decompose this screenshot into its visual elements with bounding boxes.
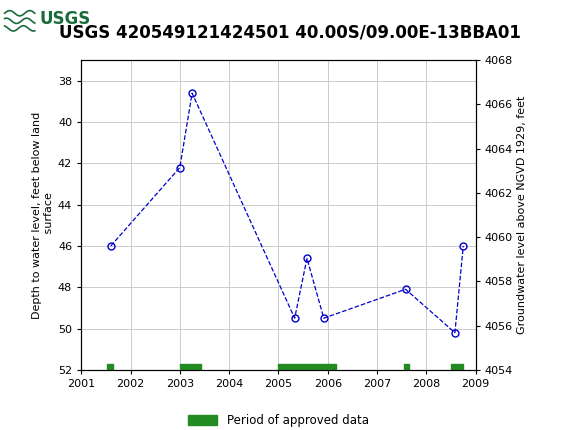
FancyBboxPatch shape: [3, 3, 70, 35]
Text: USGS 420549121424501 40.00S/09.00E-13BBA01: USGS 420549121424501 40.00S/09.00E-13BBA…: [59, 23, 521, 41]
Y-axis label: Groundwater level above NGVD 1929, feet: Groundwater level above NGVD 1929, feet: [517, 96, 527, 334]
Text: USGS: USGS: [39, 10, 90, 28]
Legend: Period of approved data: Period of approved data: [183, 409, 374, 430]
Y-axis label: Depth to water level, feet below land
 surface: Depth to water level, feet below land su…: [32, 111, 54, 319]
